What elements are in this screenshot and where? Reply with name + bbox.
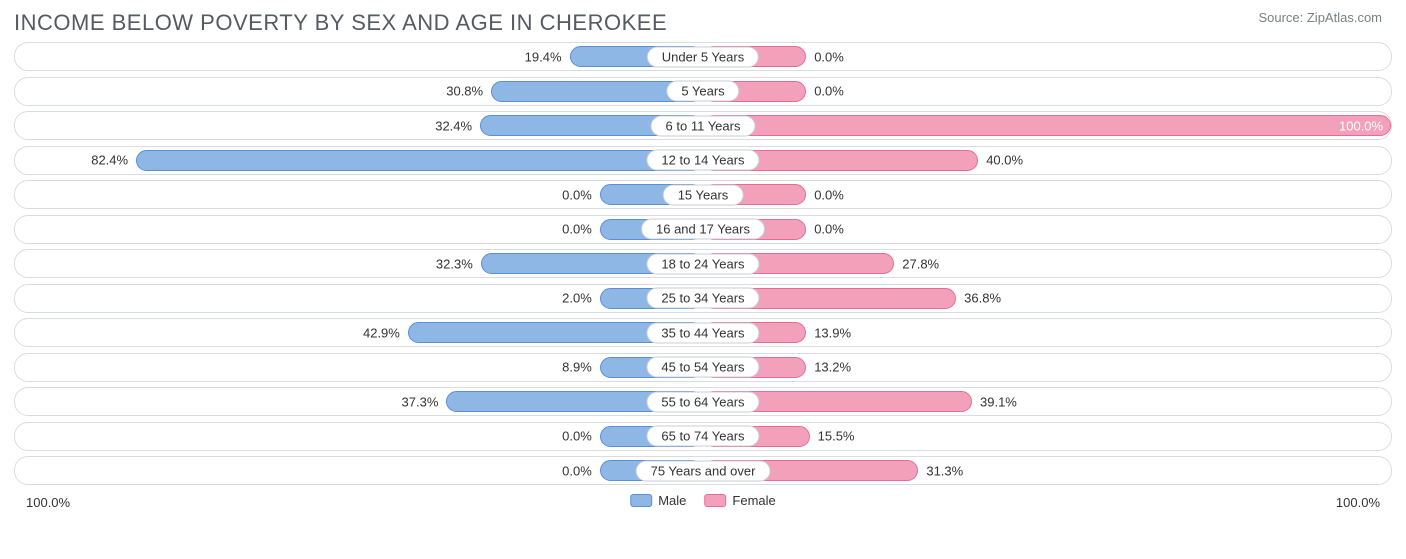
value-male: 0.0% bbox=[562, 463, 592, 478]
value-male: 30.8% bbox=[446, 84, 483, 99]
category-label: 18 to 24 Years bbox=[646, 253, 759, 274]
chart-header: INCOME BELOW POVERTY BY SEX AND AGE IN C… bbox=[0, 0, 1406, 40]
poverty-chart: INCOME BELOW POVERTY BY SEX AND AGE IN C… bbox=[0, 0, 1406, 559]
category-label: 65 to 74 Years bbox=[646, 426, 759, 447]
legend-swatch-female bbox=[704, 494, 726, 507]
chart-row: 0.0% 0.0% 16 and 17 Years bbox=[14, 215, 1392, 244]
value-male: 32.3% bbox=[436, 256, 473, 271]
chart-rows: 19.4% 0.0% Under 5 Years 30.8% 0.0% 5 Years 32… bbox=[0, 40, 1406, 485]
value-male: 37.3% bbox=[402, 394, 439, 409]
category-label: Under 5 Years bbox=[647, 46, 759, 67]
axis-label-right: 100.0% bbox=[1336, 495, 1380, 510]
value-female: 100.0% bbox=[1339, 118, 1383, 133]
value-male: 8.9% bbox=[562, 360, 592, 375]
bar-male bbox=[136, 150, 703, 171]
value-female: 13.2% bbox=[814, 360, 851, 375]
value-female: 15.5% bbox=[818, 429, 855, 444]
value-female: 0.0% bbox=[814, 84, 844, 99]
value-male: 82.4% bbox=[91, 153, 128, 168]
value-female: 39.1% bbox=[980, 394, 1017, 409]
legend: Male Female bbox=[630, 493, 776, 508]
value-female: 40.0% bbox=[986, 153, 1023, 168]
value-female: 0.0% bbox=[814, 187, 844, 202]
value-male: 0.0% bbox=[562, 187, 592, 202]
chart-row: 42.9% 13.9% 35 to 44 Years bbox=[14, 318, 1392, 347]
value-male: 32.4% bbox=[435, 118, 472, 133]
value-female: 0.0% bbox=[814, 49, 844, 64]
chart-source: Source: ZipAtlas.com bbox=[1258, 10, 1382, 25]
legend-label-male: Male bbox=[658, 493, 686, 508]
value-female: 0.0% bbox=[814, 222, 844, 237]
category-label: 16 and 17 Years bbox=[641, 219, 765, 240]
legend-item-female: Female bbox=[704, 493, 775, 508]
chart-row: 82.4% 40.0% 12 to 14 Years bbox=[14, 146, 1392, 175]
bar-female bbox=[703, 115, 1391, 136]
category-label: 25 to 34 Years bbox=[646, 288, 759, 309]
chart-footer: 100.0% 100.0% Male Female bbox=[0, 491, 1406, 521]
category-label: 75 Years and over bbox=[636, 460, 771, 481]
value-male: 2.0% bbox=[562, 291, 592, 306]
chart-row: 0.0% 31.3% 75 Years and over bbox=[14, 456, 1392, 485]
category-label: 12 to 14 Years bbox=[646, 150, 759, 171]
value-female: 36.8% bbox=[964, 291, 1001, 306]
value-female: 31.3% bbox=[926, 463, 963, 478]
value-female: 13.9% bbox=[814, 325, 851, 340]
chart-row: 32.4% 100.0% 6 to 11 Years bbox=[14, 111, 1392, 140]
value-male: 0.0% bbox=[562, 429, 592, 444]
chart-row: 2.0% 36.8% 25 to 34 Years bbox=[14, 284, 1392, 313]
chart-row: 0.0% 0.0% 15 Years bbox=[14, 180, 1392, 209]
value-male: 0.0% bbox=[562, 222, 592, 237]
chart-row: 32.3% 27.8% 18 to 24 Years bbox=[14, 249, 1392, 278]
legend-swatch-male bbox=[630, 494, 652, 507]
category-label: 35 to 44 Years bbox=[646, 322, 759, 343]
chart-row: 30.8% 0.0% 5 Years bbox=[14, 77, 1392, 106]
chart-title: INCOME BELOW POVERTY BY SEX AND AGE IN C… bbox=[14, 10, 667, 36]
legend-label-female: Female bbox=[732, 493, 775, 508]
value-female: 27.8% bbox=[902, 256, 939, 271]
category-label: 45 to 54 Years bbox=[646, 357, 759, 378]
chart-row: 0.0% 15.5% 65 to 74 Years bbox=[14, 422, 1392, 451]
axis-label-left: 100.0% bbox=[26, 495, 70, 510]
chart-row: 37.3% 39.1% 55 to 64 Years bbox=[14, 387, 1392, 416]
value-male: 42.9% bbox=[363, 325, 400, 340]
chart-row: 8.9% 13.2% 45 to 54 Years bbox=[14, 353, 1392, 382]
legend-item-male: Male bbox=[630, 493, 686, 508]
value-male: 19.4% bbox=[525, 49, 562, 64]
category-label: 15 Years bbox=[663, 184, 744, 205]
category-label: 5 Years bbox=[666, 81, 739, 102]
category-label: 6 to 11 Years bbox=[651, 115, 756, 136]
category-label: 55 to 64 Years bbox=[646, 391, 759, 412]
chart-row: 19.4% 0.0% Under 5 Years bbox=[14, 42, 1392, 71]
